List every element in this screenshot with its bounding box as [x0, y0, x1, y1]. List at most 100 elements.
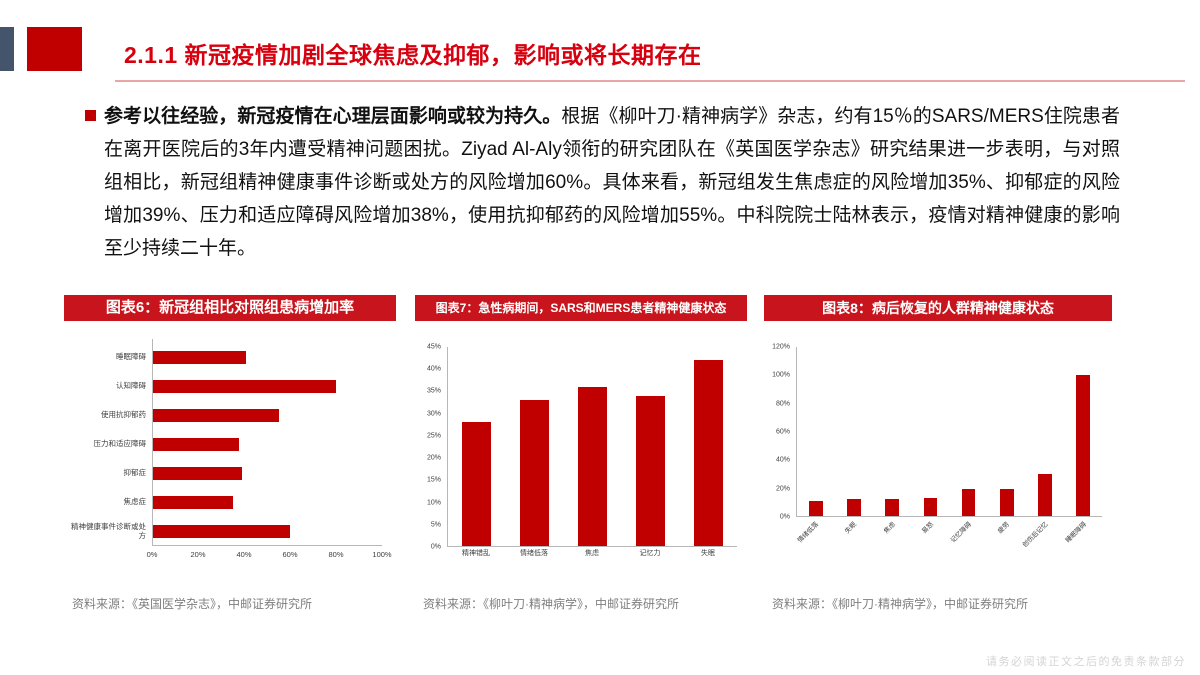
chart-8-source: 资料来源：《柳叶刀·精神病学》，中邮证券研究所	[772, 597, 1028, 611]
category-label: 情绪低落	[796, 517, 834, 567]
x-tick-labels: 0% 20% 40% 60% 80% 100%	[147, 546, 392, 562]
bar-row: 睡眠障碍	[64, 343, 396, 372]
chart-6-source: 资料来源：《英国医学杂志》，中邮证券研究所	[72, 597, 313, 611]
bars-area	[447, 347, 737, 547]
bar-rows: 睡眠障碍认知障碍使用抗抑郁药压力和适应障碍抑郁症焦虑症精神健康事件诊断或处方	[64, 339, 396, 546]
bar	[152, 525, 290, 538]
bar-row: 使用抗抑郁药	[64, 401, 396, 430]
category-label: 失眠	[834, 517, 872, 567]
category-label-text: 易怒	[920, 521, 935, 536]
body-paragraph: 参考以往经验，新冠疫情在心理层面影响或较为持久。根据《柳叶刀·精神病学》杂志，约…	[104, 100, 1120, 265]
labels-row: 情绪低落 失眠 焦虑 易怒 记忆障碍 疲劳 创伤后记忆 睡眠障碍	[796, 517, 1102, 567]
tick-label: 40%	[426, 365, 441, 373]
bar-track	[152, 351, 382, 364]
bar-track	[152, 467, 382, 480]
tick-label: 20%	[190, 550, 206, 559]
category-labels: 精神错乱 情绪低落 焦虑 记忆力 失眠	[415, 547, 747, 558]
tick-label: 5%	[430, 521, 441, 529]
chart-6-plot: 睡眠障碍认知障碍使用抗抑郁药压力和适应障碍抑郁症焦虑症精神健康事件诊断或处方 0%…	[64, 321, 396, 562]
bar	[923, 497, 938, 516]
y-axis: 0% 5% 10% 15% 20% 25% 30% 35% 40% 45%	[415, 344, 447, 551]
tick-label: 80%	[775, 400, 790, 408]
plot-area: 0% 20% 40% 60% 80% 100% 120%	[764, 343, 1112, 521]
bar-column	[988, 347, 1026, 516]
chart-6-title: 图表6：新冠组相比对照组患病增加率	[64, 295, 396, 321]
bar-row: 压力和适应障碍	[64, 430, 396, 459]
category-labels: 情绪低落 失眠 焦虑 易怒 记忆障碍 疲劳 创伤后记忆 睡眠障碍	[764, 517, 1112, 567]
bar	[999, 489, 1014, 516]
x-axis-line	[152, 545, 382, 546]
category-label: 焦虑	[873, 517, 911, 567]
chart-8-plot: 0% 20% 40% 60% 80% 100% 120% 情绪低落 失眠 焦虑 易怒 记忆障碍 疲劳 创伤…	[764, 321, 1112, 567]
bar-row: 精神健康事件诊断或处方	[64, 517, 396, 546]
category-label: 记忆力	[639, 550, 661, 557]
category-label: 疲劳	[987, 517, 1025, 567]
page-title: 2.1.1 新冠疫情加剧全球焦虑及抑郁，影响或将长期存在	[124, 42, 702, 68]
tick-label: 10%	[426, 499, 441, 507]
tick-label: 100%	[372, 550, 392, 559]
category-label: 焦虑	[585, 550, 599, 557]
bar	[152, 380, 336, 393]
bar-track	[152, 496, 382, 509]
header-divider	[115, 80, 1185, 82]
tick-label: 35%	[426, 387, 441, 395]
bar-column	[873, 347, 911, 516]
tick-label: 80%	[328, 550, 344, 559]
bar	[152, 467, 242, 480]
bar-column	[911, 347, 949, 516]
bar-column	[835, 347, 873, 516]
chart-6: 图表6：新冠组相比对照组患病增加率 睡眠障碍认知障碍使用抗抑郁药压力和适应障碍抑…	[64, 295, 396, 630]
accent-bar-dark	[0, 27, 14, 71]
category-label: 睡眠障碍	[116, 352, 146, 362]
bar-column	[679, 347, 737, 546]
axis-spacer	[764, 517, 796, 567]
bar-column	[950, 347, 988, 516]
tick-label: 60%	[282, 550, 298, 559]
bar-column	[621, 347, 679, 546]
category-label-text: 焦虑	[882, 521, 897, 536]
bar-column	[448, 347, 506, 546]
chart-7-title: 图表7：急性病期间，SARS和MERS患者精神健康状态	[415, 295, 747, 321]
footer-watermark: 请务必阅读正文之后的免责条款部分	[986, 656, 1186, 668]
bar	[152, 409, 279, 422]
category-label-text: 睡眠障碍	[1064, 521, 1088, 545]
bar	[152, 438, 240, 451]
bar-track	[152, 525, 382, 538]
bar	[1037, 473, 1052, 516]
category-label: 记忆障碍	[949, 517, 987, 567]
plot-area: 0% 5% 10% 15% 20% 25% 30% 35% 40% 45%	[415, 344, 747, 551]
chart-7-source: 资料来源：《柳叶刀·精神病学》，中邮证券研究所	[423, 597, 679, 611]
bar	[578, 386, 607, 546]
tick-label: 20%	[775, 485, 790, 493]
y-axis: 0% 20% 40% 60% 80% 100% 120%	[764, 343, 796, 521]
tick-label: 25%	[426, 432, 441, 440]
bar-column	[564, 347, 622, 546]
tick-label: 0%	[146, 550, 158, 559]
bar-track	[152, 409, 382, 422]
bar	[961, 489, 976, 516]
tick-label: 120%	[772, 343, 790, 351]
bar-column	[506, 347, 564, 546]
tick-label: 0%	[779, 513, 790, 521]
bar	[847, 499, 862, 516]
category-label-text: 疲劳	[997, 521, 1012, 536]
bar	[809, 500, 823, 516]
chart-7: 图表7：急性病期间，SARS和MERS患者精神健康状态 0% 5% 10% 15% 20…	[415, 295, 747, 630]
category-label: 使用抗抑郁药	[101, 410, 146, 420]
bar	[152, 351, 247, 364]
bar	[635, 395, 665, 546]
category-label: 焦虑症	[123, 497, 147, 507]
category-label: 失眠	[701, 550, 715, 557]
category-label: 情绪低落	[520, 550, 548, 557]
labels-row: 精神错乱 情绪低落 焦虑 记忆力 失眠	[447, 547, 737, 558]
chart-8-title: 图表8：病后恢复的人群精神健康状态	[764, 295, 1112, 321]
y-axis-line	[152, 339, 153, 546]
bar-track	[152, 438, 382, 451]
bar	[152, 496, 233, 509]
category-label: 压力和适应障碍	[93, 439, 147, 449]
paragraph-lead: 参考以往经验，新冠疫情在心理层面影响或较为持久。	[104, 106, 562, 127]
category-label: 认知障碍	[116, 381, 146, 391]
bar-row: 抑郁症	[64, 459, 396, 488]
category-label: 创伤后记忆	[1022, 517, 1064, 567]
